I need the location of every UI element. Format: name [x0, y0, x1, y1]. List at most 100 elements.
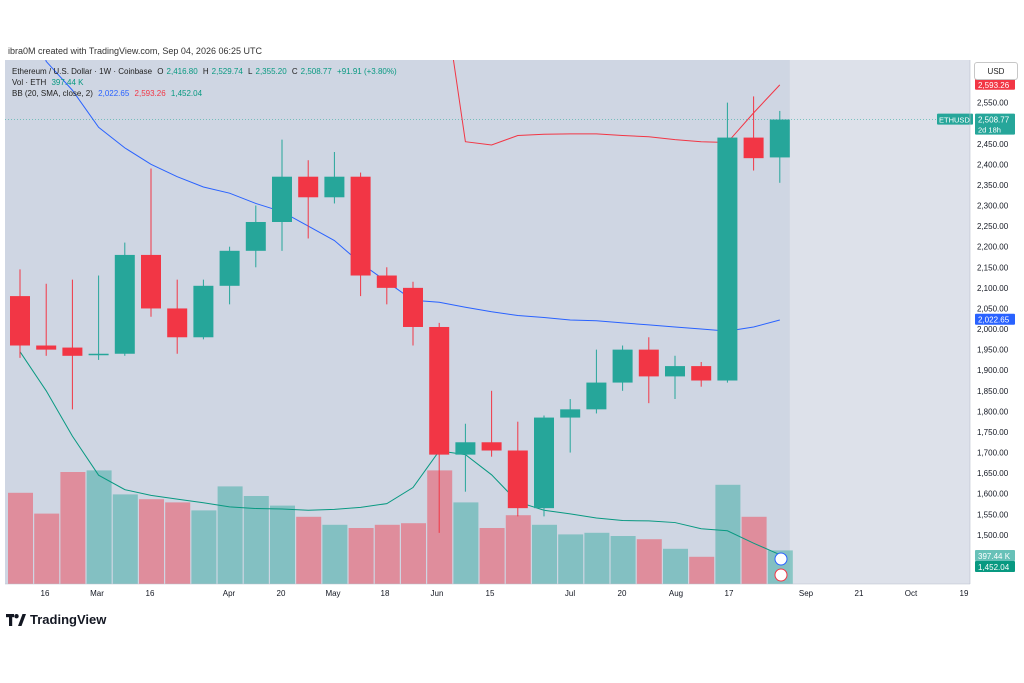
- x-tick-label: Jun: [431, 589, 444, 598]
- volume-bar: [401, 523, 426, 584]
- legend-low: 2,355.20: [255, 67, 287, 76]
- volume-bar: [453, 502, 479, 584]
- y-tick-label: 1,650.00: [977, 469, 1009, 478]
- legend-change: +91.91 (+3.80%): [337, 67, 397, 76]
- volume-bar: [191, 510, 217, 584]
- x-tick-label: 19: [960, 589, 969, 598]
- candle-body: [534, 417, 554, 509]
- x-tick-label: 16: [41, 589, 50, 598]
- bb-lower-line: [19, 351, 781, 556]
- candle-body: [638, 349, 659, 377]
- x-tick-label: 21: [855, 589, 864, 598]
- legend-bb-upper: 2,593.26: [134, 89, 166, 98]
- event-icon: [774, 552, 788, 566]
- legend-close-label: C: [291, 67, 298, 76]
- legend-volume: Vol · ETH 397.44 K: [12, 78, 87, 87]
- volume-bar: [663, 548, 688, 584]
- x-tick-label: Apr: [223, 589, 236, 598]
- y-tick-label: 1,850.00: [977, 387, 1009, 396]
- y-tick-label: 2,250.00: [977, 222, 1009, 231]
- bb-upper-tag-bg: [975, 78, 1015, 90]
- volume-bar: [348, 528, 374, 584]
- legend-bb-lower: 1,452.04: [170, 89, 203, 98]
- volume-bar: [165, 502, 191, 584]
- candle-body: [114, 254, 135, 354]
- x-tick-label: Aug: [669, 589, 683, 598]
- countdown-tag: 2d 18h: [978, 126, 1001, 135]
- x-tick-label: 15: [486, 589, 495, 598]
- bb-basis-line: [29, 0, 780, 332]
- legend-vol-label: Vol · ETH: [12, 78, 47, 87]
- bb-basis-tag-bg: [975, 313, 1015, 325]
- legend-symbol: Ethereum / U.S. Dollar · 1W · Coinbase: [12, 67, 153, 76]
- y-tick-label: 1,550.00: [977, 510, 1009, 519]
- legend-vol-value: 397.44 K: [51, 78, 84, 87]
- y-tick-label: 2,350.00: [977, 181, 1009, 190]
- x-tick-label: May: [325, 589, 340, 598]
- candle-body: [769, 119, 790, 158]
- tradingview-logo-icon: [6, 613, 26, 626]
- volume-bar: [60, 472, 86, 584]
- volume-tag-bg: [975, 550, 1015, 561]
- candle-body: [560, 409, 581, 418]
- y-tick-label: 1,750.00: [977, 428, 1009, 437]
- volume-tag: 397.44 K: [978, 552, 1011, 561]
- volume-bar: [217, 486, 243, 584]
- volume-bar: [139, 499, 164, 584]
- volume-bar: [715, 484, 741, 584]
- volume-bar: [741, 516, 767, 584]
- currency-button[interactable]: USD: [974, 62, 1018, 80]
- x-tick-label: Mar: [90, 589, 104, 598]
- volume-bar: [34, 513, 60, 584]
- y-tick-label: 1,700.00: [977, 449, 1009, 458]
- legend-bb-label: BB (20, SMA, close, 2): [12, 89, 93, 98]
- candle-body: [665, 366, 685, 377]
- candle-body: [193, 285, 214, 338]
- candle-body: [10, 296, 30, 346]
- symbol-tag-bg: [937, 113, 973, 125]
- volume-bar: [86, 470, 112, 584]
- legend-bollinger: BB (20, SMA, close, 2) 2,022.65 2,593.26…: [12, 89, 205, 98]
- price-chart[interactable]: 1,500.00 1,550.00 1,600.00 1,650.00 1,700.00…: [0, 0, 1020, 603]
- bb-lower-tag: 1,452.04: [978, 563, 1010, 572]
- brand-text: TradingView: [30, 612, 107, 627]
- legend-close: 2,508.77: [300, 67, 332, 76]
- chart-area[interactable]: 1,500.00 1,550.00 1,600.00 1,650.00 1,700.00…: [0, 0, 1020, 603]
- y-tick-label: 2,100.00: [977, 284, 1009, 293]
- candle-body: [455, 442, 476, 455]
- candle-body: [88, 353, 109, 356]
- legend-high-label: H: [202, 67, 209, 76]
- volume-bar: [558, 534, 584, 584]
- volume-bar: [532, 524, 557, 584]
- x-tick-label: 18: [381, 589, 390, 598]
- flag-icon: [774, 568, 788, 582]
- y-tick-label: 1,800.00: [977, 407, 1009, 416]
- candle-body: [507, 450, 528, 509]
- volume-bar: [636, 539, 662, 584]
- x-tick-label: 20: [618, 589, 627, 598]
- volume-bar: [584, 532, 610, 584]
- candle-body: [481, 442, 502, 451]
- x-tick-label: Sep: [799, 589, 814, 598]
- candle-body: [717, 137, 738, 381]
- price-tag-bg: [975, 113, 1015, 135]
- price-tag: 2,508.77: [978, 116, 1010, 125]
- x-tick-label: Jul: [565, 589, 575, 598]
- candle-body: [245, 221, 266, 251]
- legend-low-label: L: [248, 67, 253, 76]
- volume-bar: [270, 505, 295, 584]
- volume-bar: [689, 556, 715, 584]
- y-tick-label: 2,200.00: [977, 243, 1009, 252]
- candle-body: [62, 347, 83, 356]
- y-tick-label: 1,900.00: [977, 366, 1009, 375]
- candle-body: [429, 326, 450, 455]
- y-tick-label: 1,500.00: [977, 531, 1009, 540]
- symbol-tag: ETHUSD: [939, 116, 970, 125]
- bb-upper-tag: 2,593.26: [978, 81, 1010, 90]
- y-tick-label: 2,150.00: [977, 263, 1009, 272]
- volume-bar: [322, 524, 348, 584]
- x-tick-label: 20: [277, 589, 286, 598]
- candle-body: [350, 176, 371, 276]
- volume-bar: [243, 496, 269, 584]
- volume-bar: [112, 494, 138, 584]
